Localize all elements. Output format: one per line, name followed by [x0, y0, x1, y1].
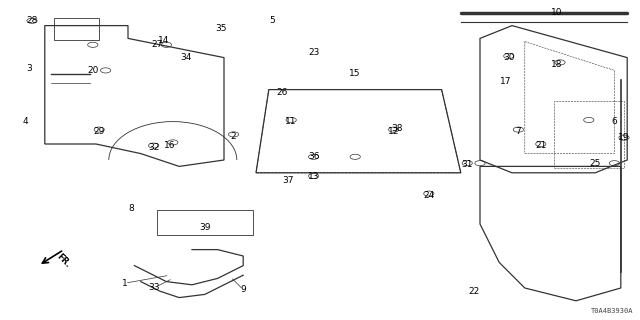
Text: 14: 14: [157, 36, 169, 44]
Text: 18: 18: [551, 60, 563, 68]
Text: 15: 15: [349, 69, 361, 78]
Text: 28: 28: [26, 16, 38, 25]
Text: 1: 1: [122, 279, 127, 288]
Text: 34: 34: [180, 53, 191, 62]
Text: 30: 30: [503, 53, 515, 62]
Text: 31: 31: [461, 160, 473, 169]
Text: 23: 23: [308, 48, 319, 57]
Text: 27: 27: [151, 40, 163, 49]
Text: 21: 21: [535, 141, 547, 150]
Text: 35: 35: [215, 24, 227, 33]
Text: 16: 16: [164, 141, 175, 150]
Text: 37: 37: [282, 176, 294, 185]
Text: 39: 39: [199, 223, 211, 232]
Text: 6: 6: [612, 117, 617, 126]
Text: 20: 20: [87, 66, 99, 75]
Text: 19: 19: [618, 133, 630, 142]
Text: T0A4B3930A: T0A4B3930A: [591, 308, 634, 314]
Text: 10: 10: [551, 8, 563, 17]
Text: 25: 25: [589, 159, 601, 168]
Text: 33: 33: [148, 284, 159, 292]
Text: 5: 5: [269, 16, 275, 25]
Text: FR.: FR.: [54, 252, 72, 269]
Text: 4: 4: [23, 117, 28, 126]
Text: 22: 22: [468, 287, 479, 296]
Text: 36: 36: [308, 152, 319, 161]
Text: 26: 26: [276, 88, 287, 97]
Text: 9: 9: [241, 285, 246, 294]
Text: 11: 11: [285, 117, 297, 126]
Text: 7: 7: [516, 127, 521, 136]
Text: 8: 8: [129, 204, 134, 212]
Text: 29: 29: [93, 127, 105, 136]
Text: 3: 3: [26, 64, 31, 73]
Text: 38: 38: [391, 124, 403, 132]
Text: 32: 32: [148, 143, 159, 152]
Text: 17: 17: [500, 77, 511, 86]
Text: 2: 2: [231, 132, 236, 140]
Text: 12: 12: [388, 127, 399, 136]
Text: 13: 13: [308, 172, 319, 180]
Text: 24: 24: [423, 191, 435, 200]
